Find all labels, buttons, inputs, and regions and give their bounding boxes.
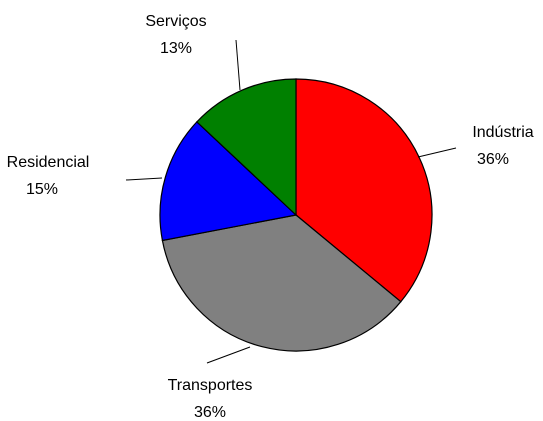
slice-label: Residencial [7, 154, 90, 171]
pie-slice [196, 78, 297, 217]
pie-slice [159, 121, 298, 242]
slice-value-label: 15% [26, 181, 58, 198]
slice-label: Indústria [472, 124, 533, 141]
leader-line [206, 346, 251, 364]
leader-line [125, 177, 163, 181]
slice-label: Transportes [168, 377, 253, 394]
slice-value-label: 36% [477, 151, 509, 168]
pie-slice [161, 214, 402, 352]
leader-line [235, 39, 241, 91]
slice-value-label: 13% [160, 40, 192, 57]
slice-label: Serviços [145, 13, 206, 30]
leader-line [417, 147, 457, 158]
slice-value-label: 36% [194, 404, 226, 421]
